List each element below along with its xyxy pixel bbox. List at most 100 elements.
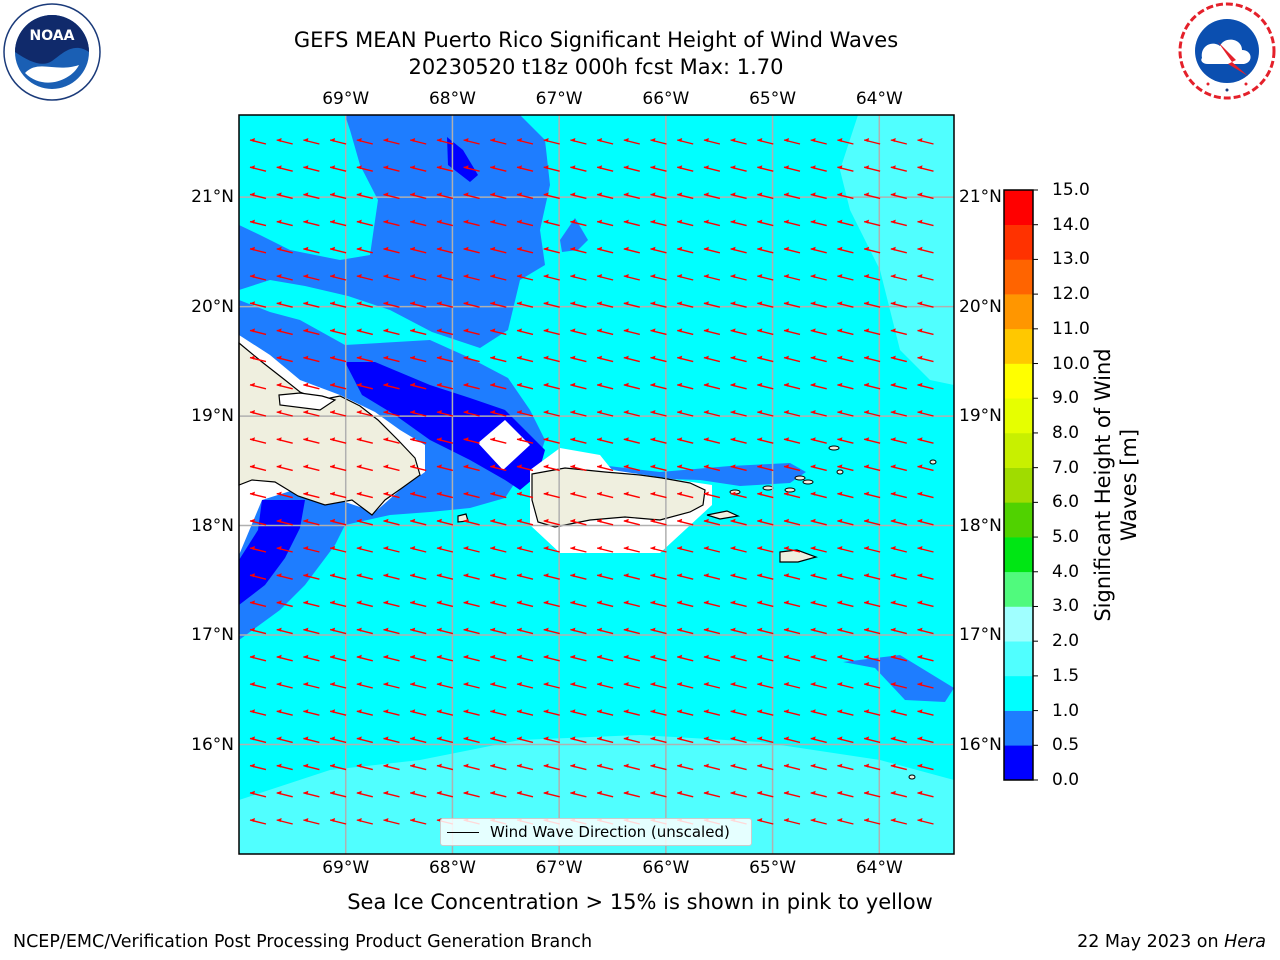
colorbar-tick-label: 6.0: [1052, 492, 1080, 513]
right-latitude-label: 18°N: [959, 515, 1002, 536]
colorbar-frame: [1003, 189, 1034, 781]
wave-direction-arrowhead: [490, 165, 496, 170]
wave-direction-arrowhead: [410, 138, 416, 142]
wave-direction-arrowhead: [757, 274, 763, 278]
wave-direction-arrowhead: [436, 600, 442, 605]
colorbar-tick-label: 7.0: [1052, 457, 1080, 478]
wave-direction-arrowhead: [490, 138, 496, 142]
wave-direction-arrowhead: [383, 192, 389, 197]
wave-direction-arrowhead: [570, 790, 576, 795]
wave-direction-arrowhead: [890, 790, 896, 795]
colorbar-swatch: [1004, 190, 1033, 226]
wave-direction-arrowhead: [837, 437, 843, 442]
wave-direction-arrowhead: [543, 627, 549, 632]
wave-direction-arrowhead: [837, 464, 843, 469]
wave-direction-arrowhead: [810, 192, 816, 197]
wave-direction-arrowhead: [917, 763, 923, 768]
wave-direction-arrowhead: [250, 464, 255, 469]
wave-direction-arrowhead: [784, 274, 789, 278]
wave-direction-arrowhead: [463, 627, 469, 632]
wave-direction-arrowhead: [410, 600, 416, 605]
colorbar-tick-label: 12.0: [1052, 284, 1090, 305]
wave-direction-arrowhead: [356, 138, 362, 142]
wave-direction-arrowhead: [463, 410, 469, 414]
wave-direction-arrowhead: [410, 328, 416, 333]
left-latitude-label: 20°N: [191, 296, 234, 317]
colorbar-tick-label: 1.0: [1052, 700, 1080, 721]
wave-direction-arrowhead: [677, 600, 683, 605]
wave-direction-arrowhead: [623, 355, 629, 360]
wave-direction-arrowhead: [597, 736, 603, 741]
wave-direction-arrowhead: [677, 790, 683, 795]
wave-direction-arrowhead: [383, 382, 389, 387]
wave-direction-arrowhead: [436, 654, 442, 659]
wave-direction-arrowhead: [410, 464, 416, 469]
wave-direction-arrowhead: [677, 192, 683, 197]
wave-direction-arrowhead: [543, 328, 549, 333]
wave-direction-arrowhead: [303, 600, 309, 605]
wave-direction-arrowhead: [703, 138, 709, 142]
wave-direction-arrowhead: [730, 138, 736, 142]
wave-direction-arrowhead: [890, 600, 896, 605]
wave-direction-arrowhead: [303, 382, 309, 387]
left-latitude-label: 18°N: [191, 515, 234, 536]
wave-direction-arrowhead: [276, 165, 282, 170]
wave-direction-arrowhead: [784, 165, 789, 170]
wave-direction-arrowhead: [570, 627, 576, 632]
wave-direction-arrowhead: [463, 546, 469, 550]
wave-direction-arrowhead: [810, 546, 816, 550]
colorbar-tick-label: 14.0: [1052, 214, 1090, 235]
wave-direction-arrowhead: [303, 165, 309, 170]
wave-direction-arrowhead: [703, 437, 709, 442]
bottom-longitude-label: 64°W: [855, 858, 903, 878]
wave-direction-arrowhead: [570, 382, 576, 387]
wave-direction-arrowhead: [250, 654, 255, 659]
wave-direction-arrowhead: [917, 491, 923, 496]
wave-direction-arrowhead: [463, 491, 469, 496]
wave-direction-arrowhead: [410, 301, 416, 306]
wave-direction-arrowhead: [517, 600, 522, 605]
wave-direction-arrowhead: [356, 274, 362, 278]
wave-direction-arrowhead: [356, 736, 362, 741]
colorbar-tick-label: 8.0: [1052, 422, 1080, 443]
wave-direction-arrowhead: [730, 736, 736, 741]
wave-direction-arrowhead: [463, 192, 469, 197]
wave-direction-arrowhead: [810, 382, 816, 387]
wave-direction-arrowhead: [303, 192, 309, 197]
wave-direction-arrowhead: [623, 709, 629, 714]
wave-direction-arrowhead: [383, 165, 389, 170]
wave-direction-arrowhead: [837, 382, 843, 387]
wave-direction-arrowhead: [356, 464, 362, 469]
wave-direction-arrowhead: [276, 192, 282, 197]
wave-direction-arrowhead: [810, 138, 816, 142]
top-longitude-label: 65°W: [749, 89, 797, 109]
wave-direction-arrowhead: [383, 355, 389, 360]
legend-line-sample: [447, 832, 479, 833]
wave-direction-arrowhead: [356, 192, 362, 197]
map-frame: [238, 114, 955, 855]
wave-direction-arrowhead: [410, 219, 416, 224]
wave-direction-arrowhead: [330, 763, 336, 768]
wave-direction-arrowhead: [356, 246, 362, 251]
wave-direction-arrowhead: [864, 709, 870, 714]
wave-direction-arrowhead: [757, 546, 763, 550]
wave-direction-arrowhead: [650, 790, 656, 795]
wave-direction-arrowhead: [490, 682, 496, 686]
wave-direction-arrowhead: [597, 790, 603, 795]
wave-direction-arrowhead: [436, 382, 442, 387]
wave-direction-arrowhead: [703, 654, 709, 659]
wave-direction-arrowhead: [570, 546, 576, 550]
wave-direction-arrowhead: [463, 600, 469, 605]
machine-name: Hera: [1224, 932, 1266, 952]
wave-direction-arrowhead: [650, 301, 656, 306]
wave-direction-arrowhead: [330, 355, 336, 360]
wave-direction-arrowhead: [650, 219, 656, 224]
wave-direction-arrowhead: [356, 382, 362, 387]
wave-direction-arrowhead: [650, 410, 656, 414]
wave-direction-arrowhead: [303, 246, 309, 251]
wave-direction-arrowhead: [597, 709, 603, 714]
wave-direction-arrowhead: [250, 546, 255, 550]
date-text: 22 May 2023 on: [1077, 932, 1225, 952]
wave-direction-arrowhead: [757, 518, 763, 523]
top-longitude-label: 64°W: [855, 89, 903, 109]
